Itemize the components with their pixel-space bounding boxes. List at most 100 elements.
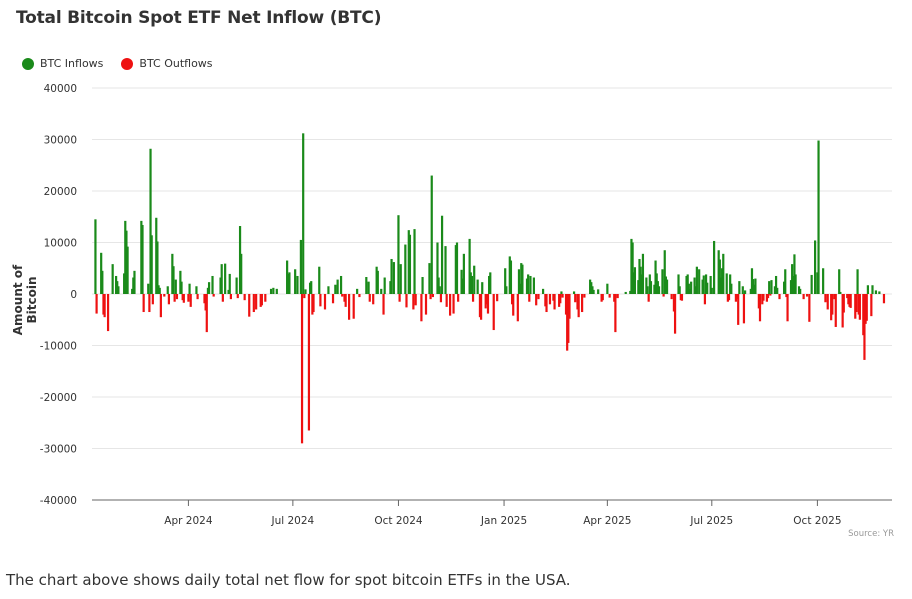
outflow-bar	[414, 294, 417, 306]
inflow-bar	[738, 281, 741, 294]
inflow-bar	[334, 284, 337, 294]
outflow-bar	[189, 294, 192, 307]
inflow-bar	[365, 277, 368, 294]
outflow-bar	[670, 294, 673, 300]
outflow-bar	[264, 294, 267, 302]
inflow-bar	[227, 289, 230, 294]
inflow-bar	[648, 274, 651, 294]
outflow-bar	[485, 294, 488, 305]
inflow-bar	[440, 215, 444, 294]
outflow-bar	[854, 294, 857, 319]
inflow-bar	[505, 286, 508, 294]
outflow-bar	[862, 294, 865, 336]
inflow-bar	[797, 286, 801, 294]
outflow-bar	[545, 294, 548, 313]
outflows-dot-icon	[121, 57, 134, 70]
inflow-bar	[816, 272, 819, 294]
legend-item-outflows[interactable]: BTC Outflows	[121, 57, 213, 70]
outflow-bar	[398, 294, 401, 302]
outflow-bar	[742, 294, 746, 324]
outflow-bar	[331, 294, 335, 304]
inflow-bar	[645, 277, 648, 294]
inflow-bar	[799, 288, 802, 294]
outflow-bar	[512, 294, 515, 316]
inflow-bar	[437, 277, 440, 294]
inflow-bar	[517, 269, 521, 294]
outflow-bar	[412, 294, 415, 310]
inflow-bar	[275, 288, 278, 294]
inflow-bar	[219, 277, 222, 294]
inflow-bar	[701, 279, 704, 294]
outflow-bar	[574, 294, 577, 303]
outflow-bar	[368, 294, 371, 302]
outflow-bar	[452, 294, 455, 314]
inflow-bar	[392, 262, 395, 294]
inflow-bar	[871, 285, 874, 294]
outflow-bar	[577, 294, 580, 318]
outflow-bar	[762, 294, 765, 301]
outflow-bar	[300, 294, 304, 444]
outflow-bar	[863, 294, 866, 360]
outflow-bar	[535, 294, 538, 306]
outflow-bar	[553, 294, 556, 310]
outflow-bar	[243, 294, 246, 301]
inflow-bar	[597, 289, 600, 294]
outflow-bar	[221, 294, 224, 302]
inflow-bar	[296, 275, 299, 294]
outflow-bar	[848, 294, 851, 307]
inflow-bar	[866, 285, 869, 294]
inflow-bar	[228, 273, 231, 294]
inflow-bar	[722, 253, 725, 294]
inflow-bar	[397, 215, 400, 294]
inflow-bar	[133, 270, 136, 294]
y-axis-ticks: 40000 30000 20000 10000 0 -10000 -20000 -30000 -…	[40, 83, 77, 507]
inflow-bar	[589, 279, 592, 294]
legend-item-inflows[interactable]: BTC Inflows	[22, 57, 103, 70]
outflow-bar	[181, 294, 184, 301]
inflow-bar	[125, 230, 128, 294]
outflow-bar	[662, 294, 665, 297]
inflow-bar	[460, 269, 463, 294]
outflow-bar	[449, 294, 452, 316]
outflow-bar	[601, 294, 604, 301]
inflow-bar	[792, 275, 795, 294]
outflow-bar	[727, 294, 731, 301]
inflow-bar	[794, 274, 797, 294]
outflow-bar	[187, 294, 190, 302]
outflow-bar	[255, 294, 258, 310]
inflow-bar	[438, 286, 441, 294]
inflow-bar	[179, 270, 182, 294]
y-tick-label: 30000	[44, 135, 77, 147]
inflow-bar	[591, 286, 594, 294]
outflow-bar	[870, 294, 873, 317]
outflow-bar	[865, 294, 868, 321]
inflow-bar	[299, 239, 302, 294]
gridlines	[92, 87, 892, 449]
legend-label-inflows: BTC Inflows	[40, 57, 104, 70]
inflow-bar	[793, 254, 796, 294]
inflow-bar	[188, 283, 191, 294]
inflow-bar	[488, 275, 491, 294]
outflow-bar	[358, 294, 361, 298]
inflow-bar	[375, 266, 378, 294]
outflow-bar	[846, 294, 849, 299]
inflow-bar	[172, 266, 175, 294]
inflow-bar	[741, 286, 744, 294]
inflow-bar	[639, 266, 642, 294]
inflow-bar	[839, 291, 842, 294]
inflow-bar	[430, 175, 433, 294]
inflow-bar	[678, 286, 681, 294]
x-tick-label: Jul 2024	[270, 515, 314, 527]
outflow-bar	[528, 294, 531, 302]
inflow-bar	[436, 242, 439, 294]
outflow-bar	[344, 294, 347, 307]
y-tick-label: 10000	[44, 238, 77, 250]
outflow-bar	[341, 294, 344, 297]
inflow-bar	[336, 279, 339, 294]
outflow-bar	[802, 294, 805, 300]
inflow-bar	[717, 250, 720, 294]
inflow-bar	[783, 281, 786, 294]
inflow-bar	[743, 290, 747, 294]
inflow-bar	[171, 253, 174, 294]
inflow-bar	[560, 291, 563, 294]
